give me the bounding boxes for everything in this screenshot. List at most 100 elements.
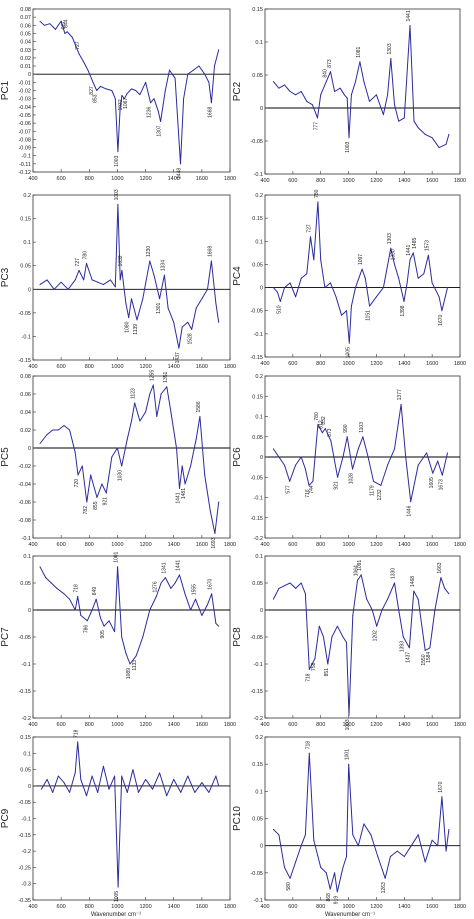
x-tick-label: 600	[57, 364, 66, 370]
peak-label: 1089	[126, 668, 132, 679]
data-point	[278, 834, 280, 836]
data-point	[409, 259, 411, 261]
data-point	[437, 460, 439, 462]
y-tick-label: -0.05	[250, 475, 263, 481]
data-point	[343, 94, 345, 96]
data-point	[211, 593, 213, 595]
data-point	[105, 492, 107, 494]
data-point	[45, 577, 47, 579]
data-point	[429, 647, 431, 649]
data-point	[289, 582, 291, 584]
peak-label: 1151	[366, 310, 372, 321]
data-point	[77, 741, 79, 743]
plot-frame	[264, 194, 461, 358]
data-point	[201, 782, 203, 784]
x-tick-label: 1800	[454, 904, 466, 910]
data-point	[312, 480, 314, 482]
peak-label: 718	[305, 673, 311, 682]
x-tick-label: 600	[288, 542, 297, 548]
loading-series-line	[40, 741, 220, 888]
data-point	[218, 321, 220, 323]
data-point	[194, 791, 196, 793]
y-tick-label: 0.15	[252, 394, 263, 400]
data-point	[346, 436, 348, 438]
data-point	[91, 775, 93, 777]
data-point	[330, 282, 331, 284]
data-point	[348, 137, 350, 139]
data-point	[278, 456, 280, 458]
y-tick-label: -0.2	[254, 536, 263, 542]
data-point	[314, 658, 316, 660]
x-tick-label: 1800	[224, 722, 236, 728]
data-point	[126, 93, 128, 95]
x-tick-label: 600	[288, 722, 297, 728]
data-point	[46, 434, 48, 435]
y-tick-label: -0.1	[254, 898, 263, 904]
panel-pc5: 0.08 0.06 0.04 0.02 0 -0.02 -0.04 -0.06 -0.08 -0.…	[0, 370, 236, 549]
data-point	[173, 778, 175, 780]
data-point	[342, 456, 344, 458]
data-point	[198, 65, 200, 67]
data-point	[114, 286, 116, 288]
data-point	[57, 775, 59, 777]
peak-label: 1307	[157, 125, 163, 136]
x-tick-label: 1000	[111, 904, 123, 910]
x-tick-label: 600	[57, 722, 66, 728]
peak-label: 1673	[438, 479, 444, 490]
data-point	[63, 593, 65, 595]
x-tick-label: 1200	[370, 542, 382, 548]
data-point	[284, 287, 285, 289]
data-point	[350, 94, 352, 96]
x-tick-label: 1800	[224, 542, 236, 548]
peak-label: 1441	[175, 492, 181, 503]
x-tick-label: 1400	[398, 178, 410, 184]
peak-label: 1341	[161, 562, 167, 573]
data-point	[284, 84, 285, 86]
data-point	[284, 585, 285, 587]
data-point	[389, 856, 391, 857]
data-point	[341, 314, 343, 316]
y-tick-label: 0.05	[20, 768, 31, 774]
y-tick-label: -0.35	[18, 898, 31, 904]
plot-frame	[264, 736, 461, 901]
x-tick-label: 800	[85, 364, 94, 370]
data-point	[74, 772, 76, 774]
y-tick-label: -0.2	[22, 716, 31, 722]
x-tick-label: 600	[288, 904, 297, 910]
data-point	[317, 117, 318, 119]
data-point	[410, 501, 412, 503]
data-point	[125, 302, 127, 304]
y-axis-title: PC3	[0, 267, 11, 287]
x-tick-label: 1600	[196, 364, 208, 370]
peak-label: 873	[327, 428, 333, 437]
x-tick-label: 1400	[168, 364, 180, 370]
y-tick-label: 0	[260, 608, 263, 614]
peak-label: 1330	[391, 568, 397, 579]
x-tick-label: 1800	[454, 722, 466, 728]
data-point	[150, 102, 152, 104]
data-point	[135, 655, 137, 657]
x-tick-label: 600	[288, 178, 297, 184]
data-point	[184, 483, 186, 485]
data-point	[136, 319, 138, 321]
data-point	[364, 277, 366, 279]
peak-label: 1123	[131, 388, 137, 399]
peak-label: 782	[83, 506, 89, 515]
y-tick-label: -0.08	[18, 518, 31, 524]
x-tick-label: 800	[316, 178, 325, 184]
data-point	[108, 788, 110, 790]
data-point	[324, 287, 326, 289]
data-point	[187, 775, 189, 777]
x-tick-label: 1000	[342, 178, 354, 184]
data-point	[201, 614, 203, 616]
peak-label: 1081	[356, 46, 362, 57]
data-point	[190, 609, 192, 611]
data-point	[295, 587, 297, 589]
peak-label: 1003	[345, 719, 351, 730]
data-point	[156, 416, 158, 417]
data-point	[149, 609, 151, 611]
data-point	[74, 279, 76, 281]
data-point	[145, 778, 147, 780]
data-point	[348, 342, 350, 344]
data-point	[114, 98, 116, 100]
